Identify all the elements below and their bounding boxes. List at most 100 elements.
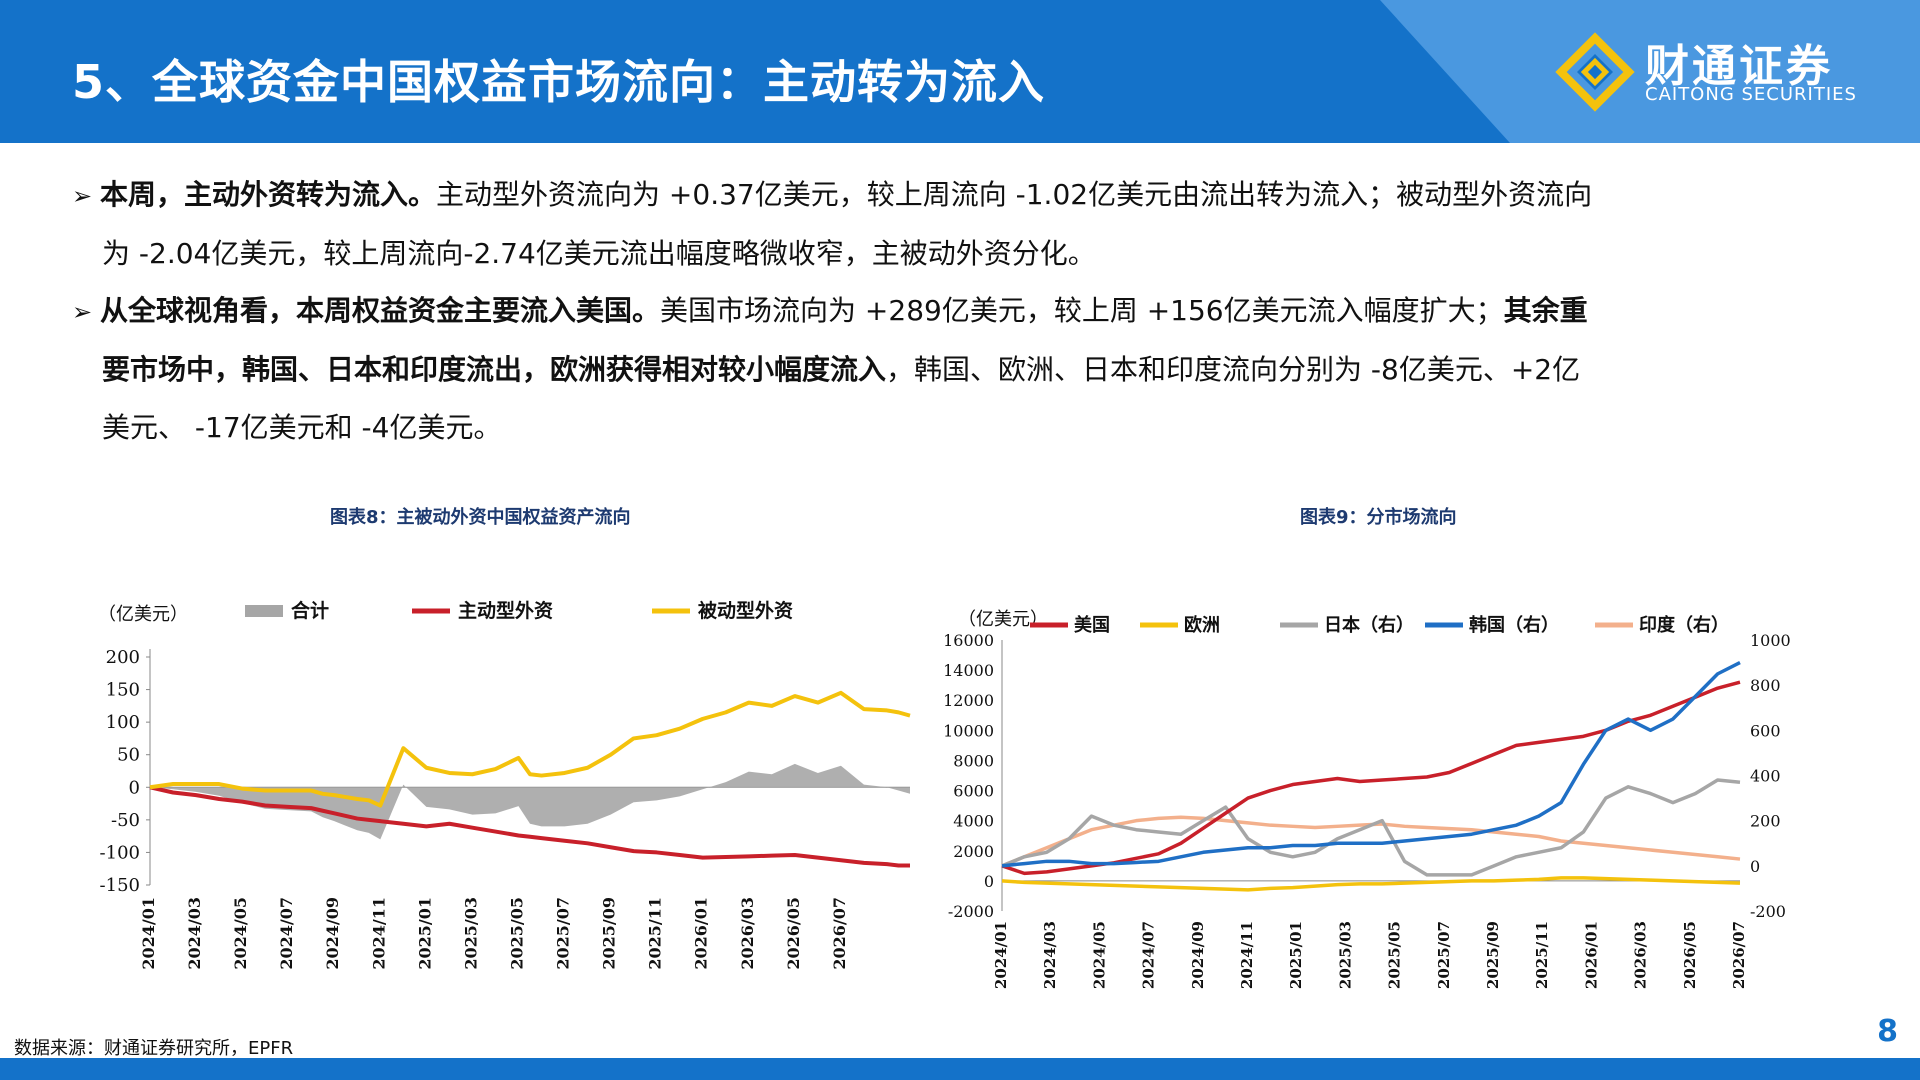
series-line-red xyxy=(149,785,910,868)
x-tick-label: 2025/03 xyxy=(461,897,480,970)
chart-title-right: 图表9：分市场流向 xyxy=(1300,507,1457,528)
series-line-gray xyxy=(1001,778,1741,877)
x-tick-label: 2024/05 xyxy=(1090,921,1108,989)
footer-bar xyxy=(0,1058,1920,1080)
legend-label: 被动型外资 xyxy=(698,599,793,622)
y-tick-label: 100 xyxy=(106,712,140,733)
bold-text: 要市场中，韩国、日本和印度流出，欧洲获得相对较小幅度流入 xyxy=(102,353,887,386)
y-tick-label-right: -200 xyxy=(1750,902,1786,921)
y-tick-label-left: 12000 xyxy=(943,691,994,710)
y-tick-label-right: 400 xyxy=(1750,767,1781,786)
x-tick-label: 2025/01 xyxy=(415,897,434,970)
legend-label: 美国 xyxy=(1074,614,1110,636)
x-tick-label: 2025/09 xyxy=(600,897,619,970)
x-tick-label: 2024/03 xyxy=(185,897,204,970)
x-tick-label: 2024/05 xyxy=(231,897,250,970)
x-tick-label: 2024/09 xyxy=(323,897,342,970)
y-tick-label: -50 xyxy=(111,810,140,831)
legend-label: 日本（右） xyxy=(1324,614,1414,636)
x-tick-label: 2025/05 xyxy=(1386,921,1404,989)
series-line-yellow xyxy=(1001,876,1741,892)
series-line-blue xyxy=(1001,661,1741,868)
legend-label: 印度（右） xyxy=(1639,614,1729,636)
text-run: ，韩国、欧洲、日本和印度流向分别为 -8亿美元、+2亿 xyxy=(886,353,1581,386)
chart-market-flow: （亿美元） 美国 欧洲 日本（右） 韩国（右） 印度（右） 16000 14000 12000 1… xyxy=(943,609,1791,989)
x-tick-label: 2025/11 xyxy=(1533,921,1551,989)
y-tick-label-left: 2000 xyxy=(953,842,994,861)
bold-text: 其余重 xyxy=(1503,294,1588,327)
y-tick-label-right: 600 xyxy=(1750,721,1781,740)
x-tick-label: 2025/09 xyxy=(1484,921,1502,989)
bold-text: 从全球视角看，本周权益资金主要流入美国。 xyxy=(100,294,661,327)
paragraph-line: 美元、 -17亿美元和 -4亿美元。 xyxy=(72,399,1852,457)
x-tick-label: 2025/07 xyxy=(554,897,573,970)
header-bar: 5、全球资金中国权益市场流向：主动转为流入 财通证券 CAITONG SECUR… xyxy=(0,0,1920,143)
logo-brand-text: 财通证券 xyxy=(1645,41,1833,92)
legend-label: 主动型外资 xyxy=(458,599,553,622)
bullet-arrow-icon: ➢ xyxy=(72,298,93,326)
y-tick-label-left: 14000 xyxy=(943,661,994,680)
legend-swatch xyxy=(245,605,283,617)
x-tick-label: 2024/11 xyxy=(369,897,388,970)
paragraph-line: ➢ 本周，主动外资转为流入。主动型外资流向为 +0.37亿美元，较上周流向 -1.… xyxy=(72,166,1852,225)
x-tick-label: 2026/01 xyxy=(1582,921,1600,989)
x-tick-label: 2024/07 xyxy=(277,897,296,970)
x-tick-label: 2024/01 xyxy=(139,897,158,970)
x-tick-label: 2026/05 xyxy=(784,897,803,970)
y-tick-label-left: 0 xyxy=(984,872,994,891)
legend-label: 合计 xyxy=(291,599,329,622)
data-source: 数据来源：财通证券研究所，EPFR xyxy=(14,1038,294,1059)
bullet-paragraph-1: ➢ 本周，主动外资转为流入。主动型外资流向为 +0.37亿美元，较上周流向 -1.… xyxy=(72,166,1852,283)
x-tick-label: 2024/01 xyxy=(992,921,1010,989)
x-tick-label: 2026/03 xyxy=(738,897,757,970)
y-axis-unit: （亿美元） xyxy=(958,609,1048,630)
bold-text: 本周，主动外资转为流入。 xyxy=(100,178,437,211)
x-tick-label: 2026/07 xyxy=(1730,921,1748,989)
paragraph-line: 为 -2.04亿美元，较上周流向-2.74亿美元流出幅度略微收窄，主被动外资分化… xyxy=(72,225,1852,283)
y-tick-label: 0 xyxy=(129,777,140,798)
y-tick-label-right: 800 xyxy=(1750,676,1781,695)
paragraph-line: 要市场中，韩国、日本和印度流出，欧洲获得相对较小幅度流入，韩国、欧洲、日本和印度… xyxy=(72,341,1852,399)
y-tick-label-left: 4000 xyxy=(953,812,994,831)
logo-sub-text: CAITONG SECURITIES xyxy=(1645,84,1857,105)
bullet-paragraph-2: ➢ 从全球视角看，本周权益资金主要流入美国。美国市场流向为 +289亿美元，较上周… xyxy=(72,282,1852,457)
x-tick-label: 2026/07 xyxy=(830,897,849,970)
series-line-yellow xyxy=(149,690,911,808)
y-tick-label: 50 xyxy=(117,745,140,766)
logo-mark-icon xyxy=(1555,32,1635,112)
x-tick-label: 2025/07 xyxy=(1435,921,1453,989)
chart-title-left: 图表8：主被动外资中国权益资产流向 xyxy=(330,507,631,528)
legend-label: 欧洲 xyxy=(1184,614,1220,636)
y-axis-unit: （亿美元） xyxy=(98,604,188,625)
text-run: 美元、 -17亿美元和 -4亿美元。 xyxy=(102,411,502,444)
y-tick-label: -100 xyxy=(100,842,140,863)
x-tick-label: 2024/03 xyxy=(1041,921,1059,989)
y-tick-label-left: 10000 xyxy=(943,721,994,740)
x-tick-label: 2025/11 xyxy=(646,897,665,970)
x-tick-label: 2024/07 xyxy=(1140,921,1158,989)
text-run: 为 -2.04亿美元，较上周流向-2.74亿美元流出幅度略微收窄，主被动外资分化… xyxy=(102,237,1096,270)
legend-label: 韩国（右） xyxy=(1469,614,1559,636)
y-tick-label: 200 xyxy=(106,647,140,668)
text-run: 美国市场流向为 +289亿美元，较上周 +156亿美元流入幅度扩大； xyxy=(660,294,1504,327)
series-area-total xyxy=(150,763,910,840)
paragraph-line: ➢ 从全球视角看，本周权益资金主要流入美国。美国市场流向为 +289亿美元，较上周… xyxy=(72,282,1852,341)
x-tick-label: 2026/05 xyxy=(1681,921,1699,989)
y-tick-label-right: 200 xyxy=(1750,812,1781,831)
y-tick-label-left: 16000 xyxy=(943,631,994,650)
company-logo: 财通证券 CAITONG SECURITIES xyxy=(1555,28,1875,118)
header-decoration xyxy=(1380,0,1510,143)
text-run: 主动型外资流向为 +0.37亿美元，较上周流向 -1.02亿美元由流出转为流入；… xyxy=(436,178,1593,211)
page-title: 5、全球资金中国权益市场流向：主动转为流入 xyxy=(72,55,1046,109)
bullet-arrow-icon: ➢ xyxy=(72,182,93,210)
y-tick-label: -150 xyxy=(100,875,140,896)
x-tick-label: 2026/01 xyxy=(692,897,711,970)
x-tick-label: 2026/03 xyxy=(1632,921,1650,989)
y-tick-label-left: 6000 xyxy=(953,782,994,801)
x-tick-label: 2025/05 xyxy=(507,897,526,970)
y-tick-label-left: 8000 xyxy=(953,751,994,770)
y-tick-label: 150 xyxy=(106,680,140,701)
x-tick-label: 2025/03 xyxy=(1336,921,1354,989)
x-tick-label: 2024/11 xyxy=(1238,921,1256,989)
y-tick-label-left: -2000 xyxy=(948,902,994,921)
